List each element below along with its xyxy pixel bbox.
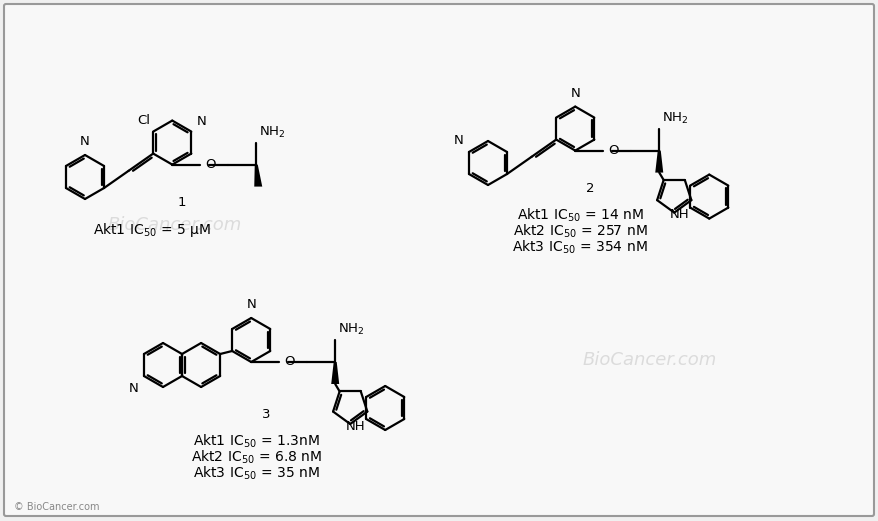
Polygon shape xyxy=(331,362,339,384)
Text: Cl: Cl xyxy=(137,114,150,127)
Polygon shape xyxy=(654,151,663,172)
Text: O: O xyxy=(284,355,294,368)
Text: BioCancer.com: BioCancer.com xyxy=(582,351,716,369)
Text: N: N xyxy=(129,382,139,395)
Text: N: N xyxy=(246,298,255,311)
Text: Akt2 IC$_{50}$ = 257 nM: Akt2 IC$_{50}$ = 257 nM xyxy=(513,222,647,240)
Text: NH$_2$: NH$_2$ xyxy=(661,110,687,126)
Text: NH: NH xyxy=(345,419,365,432)
Text: Akt3 IC$_{50}$ = 354 nM: Akt3 IC$_{50}$ = 354 nM xyxy=(512,239,647,256)
Text: Akt1 IC$_{50}$ = 14 nM: Akt1 IC$_{50}$ = 14 nM xyxy=(516,207,643,224)
Polygon shape xyxy=(254,165,262,187)
Text: 3: 3 xyxy=(262,408,270,421)
FancyBboxPatch shape xyxy=(4,4,873,516)
Text: 1: 1 xyxy=(178,196,186,209)
Text: N: N xyxy=(196,115,205,128)
Text: 2: 2 xyxy=(586,182,594,195)
Text: © BioCancer.com: © BioCancer.com xyxy=(14,502,99,512)
Text: N: N xyxy=(80,135,90,148)
Text: NH$_2$: NH$_2$ xyxy=(338,322,364,337)
Text: NH$_2$: NH$_2$ xyxy=(259,125,285,140)
Text: O: O xyxy=(608,144,618,157)
Text: NH: NH xyxy=(669,208,688,221)
Text: Akt1 IC$_{50}$ = 1.3nM: Akt1 IC$_{50}$ = 1.3nM xyxy=(192,433,320,450)
Text: O: O xyxy=(205,158,215,171)
Text: N: N xyxy=(454,134,464,147)
Text: N: N xyxy=(570,86,579,100)
Text: Akt3 IC$_{50}$ = 35 nM: Akt3 IC$_{50}$ = 35 nM xyxy=(192,465,320,482)
Text: Akt1 IC$_{50}$ = 5 μM: Akt1 IC$_{50}$ = 5 μM xyxy=(93,220,211,239)
Text: Akt2 IC$_{50}$ = 6.8 nM: Akt2 IC$_{50}$ = 6.8 nM xyxy=(191,449,321,466)
Text: BioCancer.com: BioCancer.com xyxy=(108,216,241,234)
